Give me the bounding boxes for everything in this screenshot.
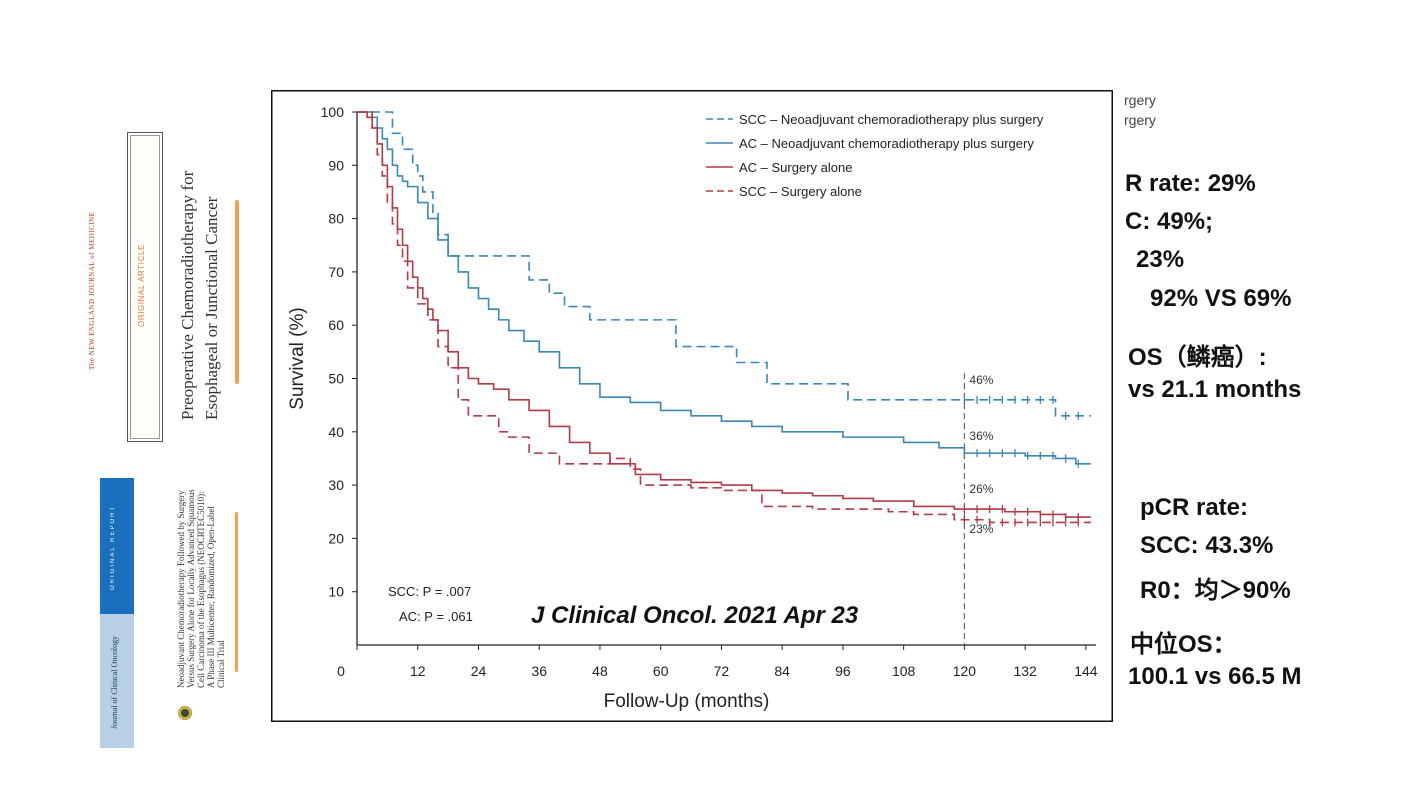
y-axis-title: Survival (%): [287, 307, 308, 409]
x-tick-label: 0: [337, 663, 345, 679]
chart-labels: 46% 36% 26% 23% SCC: P = .007 AC: P = .061: [388, 373, 994, 624]
chart-legend: SCC – Neoadjuvant chemoradiotherapy plus…: [706, 112, 1044, 199]
x-axis-title: Follow-Up (months): [604, 691, 770, 712]
series-line-2: [357, 111, 1091, 465]
y-tick-label: 70: [328, 264, 344, 280]
chart-border: [271, 90, 1113, 722]
jco-report-label: ORIGINAL REPORT: [110, 504, 116, 590]
end-value-label: 36%: [969, 429, 993, 443]
end-value-label: 23%: [969, 522, 993, 536]
nejm-article-label: ORIGINAL ARTICLE: [137, 244, 146, 328]
series-line-3: [357, 111, 1091, 518]
nejm-brand-text: The NEW ENGLAND JOURNAL of MEDICINE: [88, 211, 96, 371]
y-tick-label: 10: [328, 584, 344, 600]
note-line: OS（鳞癌）:: [1128, 344, 1267, 371]
series-line-1: [357, 111, 1091, 417]
x-tick-label: 72: [714, 663, 730, 679]
legend-entry: SCC – Surgery alone: [739, 184, 862, 199]
nejm-article-title: Preoperative Chemoradiotherapy for Esoph…: [178, 170, 221, 420]
x-tick-label: 24: [471, 663, 487, 679]
legend-fragment: rgery: [1124, 112, 1156, 128]
jco-journal-band: [100, 614, 134, 748]
journal-citation: J Clinical Oncol. 2021 Apr 23: [531, 602, 859, 629]
x-tick-label: 120: [953, 663, 977, 679]
legend-entry: AC – Neoadjuvant chemoradiotherapy plus …: [739, 136, 1034, 151]
jco-logo-icon: [178, 706, 192, 720]
note-line: 92% VS 69%: [1150, 285, 1292, 312]
p-value-label: SCC: P = .007: [388, 584, 471, 599]
p-value-label: AC: P = .061: [399, 609, 473, 624]
note-line: vs 21.1 months: [1128, 376, 1302, 403]
jco-accent-bar: [235, 512, 238, 672]
chart-axes: 10 20 30 40 50 60 70 80 90 100 0 12 24 36 48 60 72 84 96 10…: [287, 104, 1098, 712]
y-tick-label: 50: [328, 371, 344, 387]
x-tick-label: 12: [410, 663, 426, 679]
x-tick-label: 36: [531, 663, 547, 679]
y-tick-label: 40: [328, 424, 344, 440]
y-tick-label: 20: [328, 530, 344, 546]
y-tick-label: 80: [328, 211, 344, 227]
x-tick-label: 48: [592, 663, 608, 679]
jco-header-band: [100, 478, 134, 614]
note-line: 中位OS：: [1130, 631, 1237, 658]
note-line: R rate: 29%: [1125, 170, 1256, 197]
legend-entry: SCC – Neoadjuvant chemoradiotherapy plus…: [739, 112, 1044, 127]
survival-chart: 10 20 30 40 50 60 70 80 90 100 0 12 24 36 48 60 72 84 96 10…: [271, 90, 1113, 722]
note-line: pCR rate:: [1140, 494, 1249, 521]
legend-fragment: rgery: [1124, 92, 1156, 108]
x-tick-label: 108: [892, 663, 916, 679]
note-line: 23%: [1136, 246, 1185, 273]
y-tick-label: 90: [328, 157, 344, 173]
y-tick-label: 30: [328, 477, 344, 493]
x-tick-label: 144: [1074, 663, 1098, 679]
jco-journal-name: Journal of Clinical Oncology: [110, 635, 119, 729]
nejm-article-box: [127, 132, 163, 442]
chart-canvas: 10 20 30 40 50 60 70 80 90 100 0 12 24 36 48 60 72 84 96 10…: [271, 90, 1113, 722]
notes-panel: rgery rgery R rate: 29% C: 49%; 23% 92% …: [1115, 90, 1417, 710]
x-tick-label: 60: [653, 663, 669, 679]
y-tick-label: 60: [328, 317, 344, 333]
note-line: R0：均＞90%: [1140, 577, 1291, 604]
series-line-4: [357, 111, 1091, 524]
y-tick-label: 100: [321, 104, 345, 120]
end-value-label: 26%: [969, 482, 993, 496]
x-tick-label: 84: [774, 663, 790, 679]
nejm-accent-bar: [235, 200, 239, 384]
jco-article-title: Neoadjuvant Chemoradiotherapy Followed b…: [176, 489, 226, 688]
note-line: 100.1 vs 66.5 M: [1128, 663, 1302, 690]
x-tick-label: 132: [1013, 663, 1037, 679]
x-tick-label: 96: [835, 663, 851, 679]
chart-series: [357, 111, 1091, 527]
note-line: SCC: 43.3%: [1140, 532, 1274, 559]
end-value-label: 46%: [969, 373, 993, 387]
note-line: C: 49%;: [1125, 208, 1214, 235]
legend-entry: AC – Surgery alone: [739, 160, 852, 175]
